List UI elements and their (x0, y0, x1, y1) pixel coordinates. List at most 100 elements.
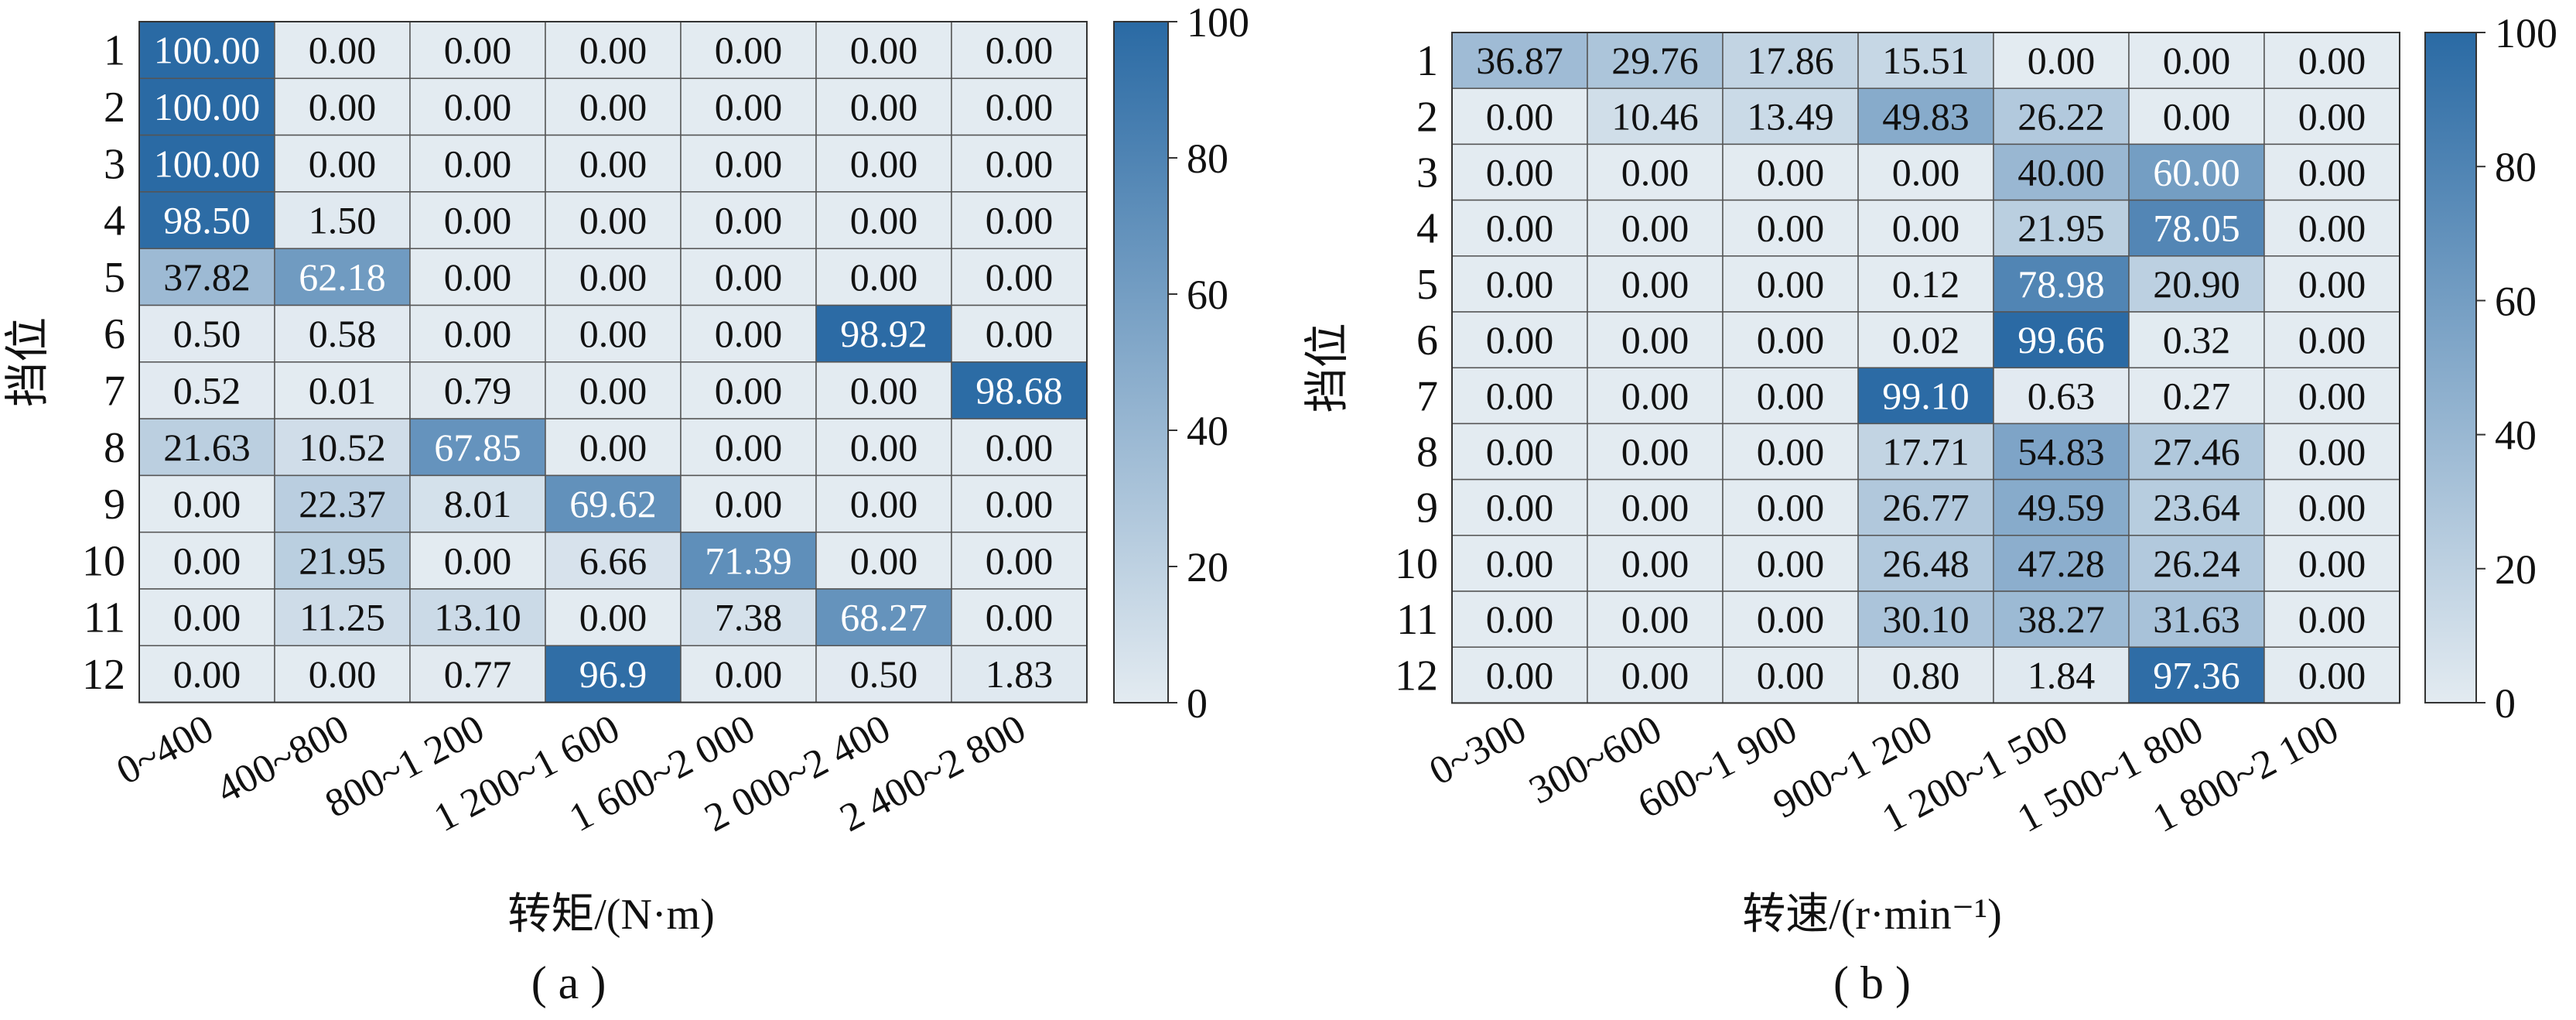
cell-value-label: 0.00 (1621, 374, 1689, 417)
heatmap-cell (274, 418, 411, 477)
cell-value-label: 21.63 (163, 426, 251, 469)
cell-value-label: 0.00 (715, 368, 783, 412)
cell-value-label: 0.00 (1486, 207, 1554, 250)
cell-value-label: 98.92 (840, 312, 928, 355)
cell-value-label: 0.50 (850, 652, 918, 696)
y-tick-label: 10 (82, 537, 125, 585)
y-axis-label: 挡位 (2, 317, 53, 407)
cell-value-label: 0.00 (850, 29, 918, 72)
cell-value-label: 13.49 (1747, 94, 1834, 138)
cell-value-label: 17.86 (1747, 39, 1834, 82)
cell-value-label: 0.00 (986, 482, 1054, 525)
cell-value-label: 0.63 (2028, 374, 2096, 417)
cell-value-label: 0.00 (986, 596, 1054, 639)
cell-value-label: 54.83 (2017, 430, 2105, 474)
heatmap-cell (2263, 311, 2400, 368)
cell-value-label: 0.00 (986, 312, 1054, 355)
cell-value-label: 62.18 (299, 255, 386, 299)
cell-value-label: 0.00 (1757, 262, 1825, 306)
colorbar-tick-label: 60 (2495, 278, 2537, 324)
cell-value-label: 67.85 (434, 426, 521, 469)
cell-value-label: 0.00 (850, 426, 918, 469)
cell-value-label: 0.00 (1621, 486, 1689, 529)
heatmap-cell (1722, 143, 1859, 201)
heatmap-cell (680, 361, 817, 419)
heatmap-cell (951, 418, 1088, 477)
cell-value-label: 0.00 (850, 539, 918, 582)
y-tick-label: 8 (1416, 429, 1438, 477)
y-tick-label: 7 (104, 367, 125, 415)
heatmap-cell (2263, 143, 2400, 201)
heatmap-cell (951, 645, 1088, 703)
heatmap-cell (951, 588, 1088, 647)
y-tick-label: 5 (104, 254, 125, 302)
y-tick-label: 2 (104, 84, 125, 132)
heatmap-cell (1993, 367, 2130, 425)
heatmap-cell (1722, 646, 1859, 704)
cell-value-label: 0.00 (309, 652, 377, 696)
colorbar-tick-label: 80 (2495, 144, 2537, 190)
cell-value-label: 0.00 (2298, 374, 2366, 417)
cell-value-label: 0.00 (715, 652, 783, 696)
heatmap-cell (1451, 32, 1588, 89)
heatmap-cell (545, 21, 682, 80)
heatmap-cell (409, 588, 546, 647)
heatmap-cell (1587, 535, 1724, 592)
cell-value-label: 0.00 (1757, 430, 1825, 474)
heatmap-cell (409, 361, 546, 419)
heatmap-cell (409, 304, 546, 363)
heatmap-cell (545, 361, 682, 419)
cell-value-label: 0.00 (1892, 207, 1960, 250)
cell-value-label: 0.00 (850, 368, 918, 412)
cell-value-label: 0.00 (715, 142, 783, 185)
heatmap-cell (545, 134, 682, 193)
heatmap-cell (951, 77, 1088, 136)
cell-value-label: 0.00 (715, 199, 783, 242)
heatmap-cell (680, 77, 817, 136)
y-tick-label: 3 (1416, 149, 1438, 197)
heatmap-cell (815, 134, 952, 193)
heatmap-cell (1993, 87, 2130, 145)
heatmap-cell (815, 645, 952, 703)
cell-value-label: 30.10 (1882, 597, 1970, 641)
cell-value-label: 0.00 (2298, 262, 2366, 306)
cell-value-label: 1.83 (986, 652, 1054, 696)
heatmap-cell (2128, 87, 2265, 145)
cell-value-label: 21.95 (2017, 207, 2105, 250)
heatmap-cell (274, 588, 411, 647)
y-tick-label: 2 (1416, 93, 1438, 141)
cell-value-label: 0.00 (173, 652, 241, 696)
cell-value-label: 0.00 (1621, 653, 1689, 697)
heatmap-cell (1857, 143, 1994, 201)
cell-value-label: 0.00 (1757, 542, 1825, 585)
cell-value-label: 0.00 (1486, 374, 1554, 417)
cell-value-label: 0.00 (2163, 94, 2231, 138)
heatmap-cell (2128, 255, 2265, 313)
heatmap-cell (274, 304, 411, 363)
cell-value-label: 26.77 (1882, 486, 1970, 529)
y-tick-label: 9 (1416, 484, 1438, 532)
heatmap-cell (815, 21, 952, 80)
heatmap-cell (2263, 535, 2400, 592)
cell-value-label: 36.87 (1476, 39, 1563, 82)
cell-value-label: 0.00 (444, 255, 512, 299)
y-axis-label: 挡位 (1302, 323, 1352, 412)
y-tick-label: 6 (1416, 317, 1438, 365)
heatmap-cell (951, 134, 1088, 193)
cell-value-label: 0.00 (1486, 653, 1554, 697)
heatmap-cell (1722, 311, 1859, 368)
cell-value-label: 11.25 (299, 596, 385, 639)
cell-value-label: 0.00 (2298, 94, 2366, 138)
heatmap-cell (274, 21, 411, 80)
heatmap-cell (138, 645, 275, 703)
cell-value-label: 0.00 (444, 199, 512, 242)
heatmap-cell (1587, 255, 1724, 313)
cell-value-label: 60.00 (2153, 151, 2240, 194)
cell-value-label: 0.00 (309, 29, 377, 72)
cell-value-label: 0.27 (2163, 374, 2231, 417)
y-tick-label: 12 (1395, 652, 1438, 700)
cell-value-label: 0.00 (2298, 653, 2366, 697)
heatmap-cell (680, 418, 817, 477)
heatmap-cell (138, 304, 275, 363)
y-tick-label: 6 (104, 310, 125, 358)
